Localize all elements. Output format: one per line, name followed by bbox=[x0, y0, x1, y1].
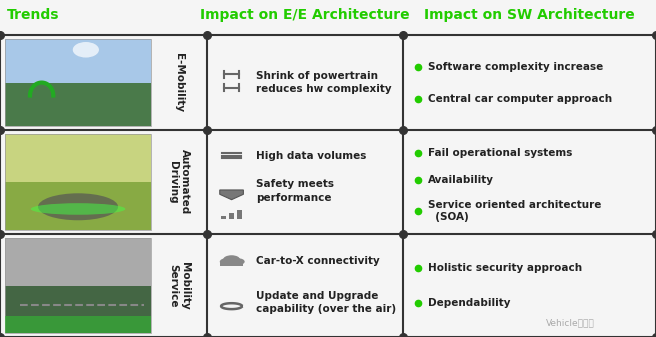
Text: Shrink of powertrain
reduces hw complexity: Shrink of powertrain reduces hw complexi… bbox=[256, 71, 392, 94]
Text: Car-to-X connectivity: Car-to-X connectivity bbox=[256, 256, 380, 266]
Bar bbox=[220, 262, 243, 266]
Bar bbox=[221, 216, 226, 219]
Bar bbox=[5, 39, 151, 126]
Bar bbox=[5, 238, 151, 286]
Bar bbox=[5, 316, 151, 333]
Text: Mobility
Service: Mobility Service bbox=[168, 262, 190, 309]
Text: Impact on E/E Architecture: Impact on E/E Architecture bbox=[200, 8, 410, 22]
Circle shape bbox=[223, 255, 240, 264]
Text: Impact on SW Architecture: Impact on SW Architecture bbox=[424, 8, 635, 22]
Text: Fail operational systems: Fail operational systems bbox=[428, 148, 573, 158]
Circle shape bbox=[232, 258, 245, 265]
Bar bbox=[5, 238, 151, 333]
Ellipse shape bbox=[38, 193, 118, 220]
Text: High data volumes: High data volumes bbox=[256, 151, 366, 161]
Bar bbox=[5, 134, 151, 230]
Polygon shape bbox=[220, 190, 243, 200]
Bar bbox=[5, 134, 151, 182]
Text: Update and Upgrade
capability (over the air): Update and Upgrade capability (over the … bbox=[256, 291, 396, 314]
Bar bbox=[5, 238, 151, 333]
Ellipse shape bbox=[73, 42, 99, 58]
Text: Service oriented architecture
  (SOA): Service oriented architecture (SOA) bbox=[428, 200, 602, 222]
Bar bbox=[5, 39, 151, 126]
Bar bbox=[5, 134, 151, 230]
Bar bbox=[237, 210, 242, 219]
Text: Holistic security approach: Holistic security approach bbox=[428, 263, 583, 273]
Bar bbox=[229, 213, 234, 219]
Text: Automated
Driving: Automated Driving bbox=[168, 149, 190, 215]
Text: Vehicle攻城狮: Vehicle攻城狮 bbox=[546, 318, 595, 327]
Text: Trends: Trends bbox=[7, 8, 59, 22]
Text: Availability: Availability bbox=[428, 175, 495, 185]
Ellipse shape bbox=[31, 203, 125, 215]
Circle shape bbox=[220, 258, 233, 265]
Text: E-Mobility: E-Mobility bbox=[174, 53, 184, 112]
Text: Software complexity increase: Software complexity increase bbox=[428, 62, 604, 71]
Text: Dependability: Dependability bbox=[428, 298, 511, 308]
Bar bbox=[5, 39, 151, 83]
Text: Safety meets
performance: Safety meets performance bbox=[256, 179, 334, 203]
Text: Central car computer approach: Central car computer approach bbox=[428, 94, 613, 103]
